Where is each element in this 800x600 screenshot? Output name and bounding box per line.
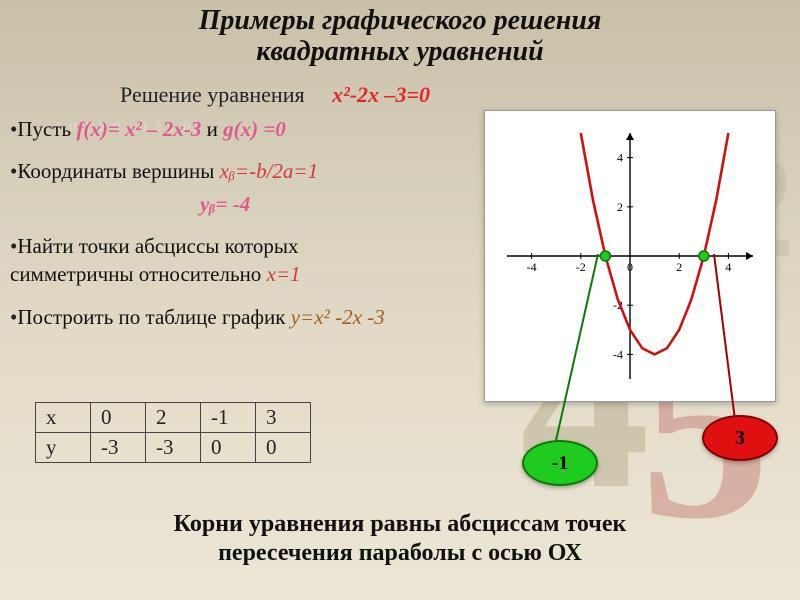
subtitle-prefix: Решение уравнения [120, 82, 305, 107]
callout-three: 3 [702, 415, 778, 461]
bullet-1: •Пусть f(x)= x² – 2x-3 и g(x) =0 [10, 115, 470, 143]
parabola-chart: -4-2024-4-224 [484, 110, 776, 402]
title-line-2: квадратных уравнений [256, 36, 543, 67]
slide-title: Примеры графического решения квадратных … [0, 6, 800, 68]
svg-text:4: 4 [617, 151, 623, 165]
conclusion-line-1: Корни уравнения равны абсциссам точек [174, 511, 627, 537]
svg-text:-2: -2 [576, 260, 586, 274]
table-row: x 0 2 -1 3 [36, 403, 311, 433]
value-table: x 0 2 -1 3 y -3 -3 0 0 [35, 402, 311, 463]
bullet-3: •Найти точки абсциссы которых симметричн… [10, 232, 470, 289]
svg-text:2: 2 [617, 200, 623, 214]
title-line-1: Примеры графического решения [199, 5, 602, 36]
bullet-2: •Координаты вершины xᵦ=-b/2a=1 yᵦ= -4 [10, 157, 470, 218]
svg-text:2: 2 [676, 260, 682, 274]
table-row: y -3 -3 0 0 [36, 433, 311, 463]
subtitle-equation: x²-2x –3=0 [332, 82, 430, 107]
svg-text:-4: -4 [613, 347, 623, 361]
conclusion: Корни уравнения равны абсциссам точек пе… [0, 510, 800, 568]
slide: 452 Примеры графического решения квадрат… [0, 0, 800, 600]
callout-minus-one: -1 [522, 440, 598, 486]
conclusion-line-2: пересечения параболы с осью ОХ [218, 540, 582, 566]
bullet-4: •Построить по таблице график y=x² -2x -3 [10, 303, 470, 331]
subtitle: Решение уравнения x²-2x –3=0 [120, 82, 430, 108]
svg-text:4: 4 [725, 260, 731, 274]
svg-text:-4: -4 [527, 260, 537, 274]
chart-svg: -4-2024-4-224 [485, 111, 775, 401]
content-block: •Пусть f(x)= x² – 2x-3 и g(x) =0 •Коорди… [10, 115, 470, 341]
svg-text:0: 0 [627, 260, 633, 274]
